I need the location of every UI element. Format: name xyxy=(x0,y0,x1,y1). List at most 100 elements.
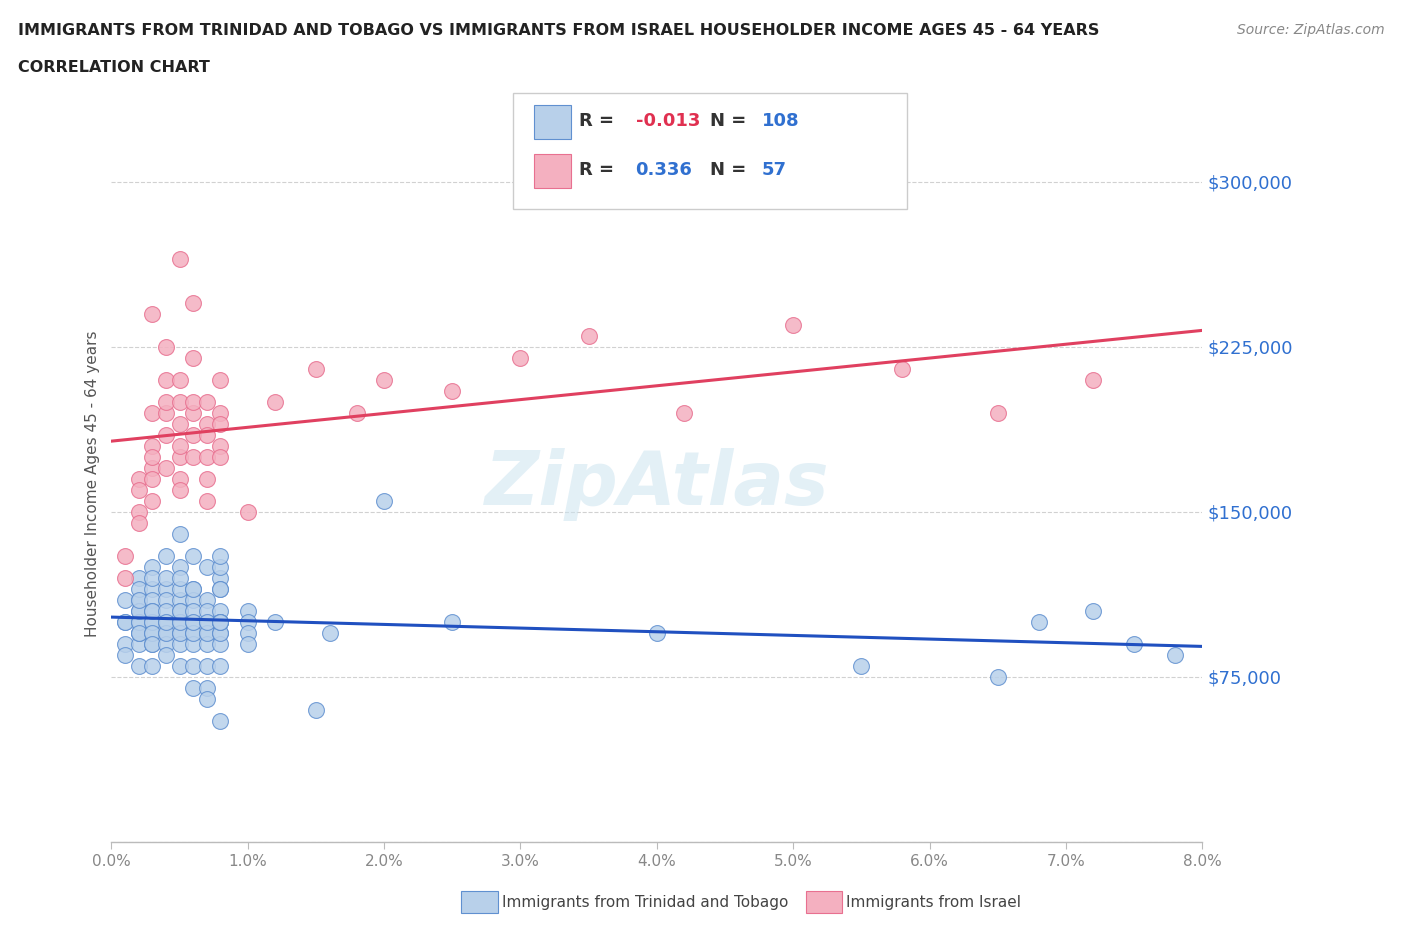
Point xyxy=(155,339,177,354)
Point xyxy=(209,625,232,640)
Point xyxy=(181,295,204,310)
Point xyxy=(645,625,668,640)
Point xyxy=(155,592,177,607)
Point xyxy=(155,405,177,420)
Point xyxy=(264,394,287,409)
Point xyxy=(195,592,218,607)
Point xyxy=(114,636,136,651)
Point xyxy=(141,604,163,618)
Point xyxy=(181,658,204,673)
Point xyxy=(181,614,204,629)
Point xyxy=(195,691,218,706)
Point xyxy=(169,614,191,629)
Point xyxy=(673,405,696,420)
Point xyxy=(851,658,873,673)
Point xyxy=(155,427,177,442)
Point xyxy=(141,636,163,651)
Point xyxy=(181,680,204,695)
Point xyxy=(181,604,204,618)
Text: Immigrants from Trinidad and Tobago: Immigrants from Trinidad and Tobago xyxy=(502,895,789,910)
Point xyxy=(141,472,163,486)
Point xyxy=(128,592,150,607)
Point xyxy=(181,625,204,640)
Point xyxy=(169,614,191,629)
Point xyxy=(195,427,218,442)
Point xyxy=(236,636,259,651)
Point xyxy=(209,449,232,464)
Point xyxy=(169,483,191,498)
Point xyxy=(1123,636,1146,651)
Point xyxy=(209,614,232,629)
Point xyxy=(155,614,177,629)
Point xyxy=(169,581,191,596)
Point xyxy=(181,351,204,365)
Point xyxy=(441,614,464,629)
Point xyxy=(209,417,232,432)
Point xyxy=(209,372,232,387)
Point xyxy=(373,372,395,387)
Point xyxy=(209,614,232,629)
Point xyxy=(155,372,177,387)
Point xyxy=(141,570,163,585)
Point xyxy=(169,438,191,453)
Point xyxy=(141,493,163,508)
Point xyxy=(128,483,150,498)
Point xyxy=(236,625,259,640)
Point xyxy=(155,460,177,475)
Text: N =: N = xyxy=(710,161,752,179)
Point xyxy=(209,604,232,618)
Point xyxy=(141,614,163,629)
Point xyxy=(195,449,218,464)
Point xyxy=(128,604,150,618)
Point xyxy=(114,614,136,629)
Text: Immigrants from Israel: Immigrants from Israel xyxy=(846,895,1021,910)
Point xyxy=(128,636,150,651)
Point xyxy=(195,493,218,508)
Point xyxy=(128,625,150,640)
Point xyxy=(987,670,1010,684)
Point xyxy=(169,570,191,585)
Point xyxy=(169,417,191,432)
Point xyxy=(305,702,328,717)
Point xyxy=(155,581,177,596)
Point xyxy=(155,636,177,651)
Text: CORRELATION CHART: CORRELATION CHART xyxy=(18,60,209,75)
Point xyxy=(195,559,218,574)
Point xyxy=(169,592,191,607)
Text: ZipAtlas: ZipAtlas xyxy=(485,447,830,521)
Point xyxy=(195,394,218,409)
Point xyxy=(209,438,232,453)
Y-axis label: Householder Income Ages 45 - 64 years: Householder Income Ages 45 - 64 years xyxy=(86,331,100,637)
Point xyxy=(128,625,150,640)
Point xyxy=(169,636,191,651)
Point xyxy=(181,581,204,596)
Point xyxy=(128,504,150,519)
Point xyxy=(114,548,136,563)
Point xyxy=(195,472,218,486)
Point xyxy=(1081,604,1104,618)
Point xyxy=(209,625,232,640)
Point xyxy=(181,636,204,651)
Point xyxy=(181,405,204,420)
Point xyxy=(373,493,395,508)
Text: 108: 108 xyxy=(762,112,800,130)
Point xyxy=(195,636,218,651)
Point xyxy=(987,405,1010,420)
Point xyxy=(209,581,232,596)
Point xyxy=(169,604,191,618)
Text: -0.013: -0.013 xyxy=(636,112,700,130)
Text: Source: ZipAtlas.com: Source: ZipAtlas.com xyxy=(1237,23,1385,37)
Point xyxy=(891,361,914,376)
Point xyxy=(141,306,163,321)
Point xyxy=(128,604,150,618)
Point xyxy=(782,317,804,332)
Point xyxy=(114,614,136,629)
Point xyxy=(155,625,177,640)
Point xyxy=(155,548,177,563)
Point xyxy=(141,559,163,574)
Point xyxy=(1081,372,1104,387)
Point xyxy=(195,658,218,673)
Point xyxy=(128,472,150,486)
Point xyxy=(578,328,600,343)
Point xyxy=(1028,614,1050,629)
